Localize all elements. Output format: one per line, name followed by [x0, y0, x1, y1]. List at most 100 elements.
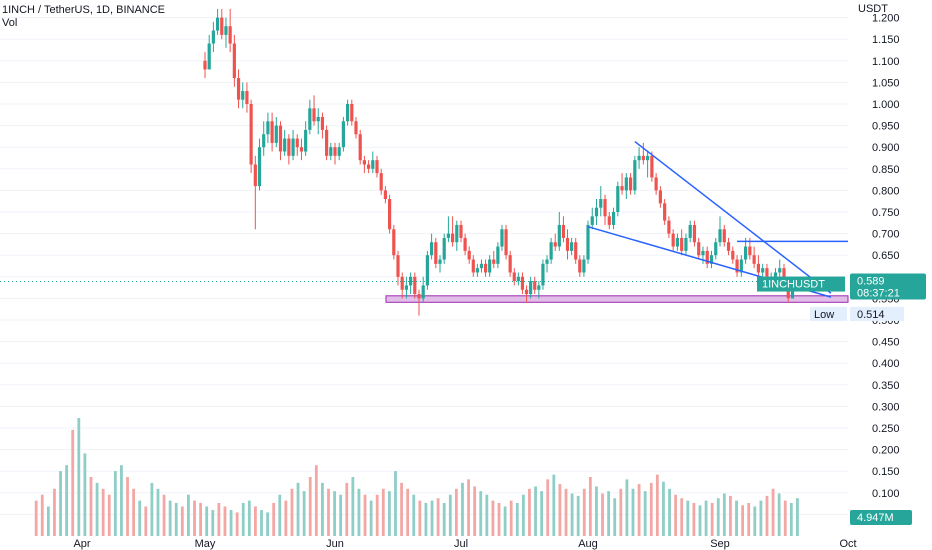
- candle-body: [249, 104, 253, 165]
- volume-bar: [174, 502, 178, 536]
- volume-bar: [272, 502, 276, 536]
- trendlines[interactable]: [0, 140, 848, 298]
- candle-body: [274, 125, 278, 143]
- candle-body: [637, 155, 641, 161]
- candle-body: [553, 242, 557, 247]
- candle-body: [782, 268, 786, 282]
- candle-body: [388, 199, 392, 230]
- volume-bar: [552, 474, 556, 536]
- candle-body: [578, 259, 582, 273]
- candle-body: [362, 160, 366, 165]
- volume-bar: [400, 482, 403, 536]
- candle-body: [262, 134, 266, 148]
- candle-body: [599, 199, 603, 208]
- candle-body: [215, 17, 220, 31]
- candle-body: [220, 17, 224, 35]
- volume-bar: [777, 493, 781, 536]
- candle-body: [430, 242, 434, 256]
- volume-bar: [418, 500, 422, 536]
- volume-bar: [412, 494, 416, 536]
- drawings[interactable]: [385, 295, 849, 303]
- candle-body: [650, 155, 654, 178]
- volume-bar: [351, 477, 355, 536]
- candle-body: [570, 242, 574, 251]
- volume-bar: [95, 482, 99, 536]
- low-value-text: 0.514: [857, 309, 885, 321]
- time-tick-label: Aug: [578, 538, 598, 550]
- candle-body: [504, 229, 508, 256]
- candle-body: [400, 276, 404, 290]
- candle-body: [663, 203, 667, 221]
- candle-body: [471, 259, 475, 273]
- volume-bar: [260, 510, 263, 536]
- candles: [203, 8, 795, 316]
- candle-body: [283, 138, 287, 152]
- price-tick-label: 0.650: [872, 250, 900, 262]
- volume-bars: [34, 418, 799, 536]
- volume-bar: [406, 488, 410, 536]
- volume-bar: [162, 494, 166, 536]
- candle-body: [744, 246, 748, 260]
- grid: [0, 17, 848, 515]
- volume-bar: [448, 494, 452, 536]
- candle-body: [451, 233, 455, 243]
- volume-bar: [662, 481, 665, 536]
- volume-bar: [424, 502, 428, 536]
- volume-bar: [771, 488, 775, 536]
- volume-bar: [649, 482, 653, 536]
- time-axis[interactable]: Apr May Jun Jul Aug Sep Oct: [73, 538, 856, 550]
- candle-body: [266, 121, 270, 135]
- volume-bar: [637, 484, 641, 536]
- candle-body: [739, 259, 743, 273]
- volume-bar: [741, 505, 745, 536]
- candle-body: [211, 30, 215, 44]
- volume-bar: [381, 488, 385, 536]
- candle-body: [722, 229, 726, 243]
- candle-body: [533, 281, 537, 290]
- volume-bar: [107, 494, 111, 536]
- candle-body: [479, 263, 484, 269]
- candle-body: [492, 259, 496, 264]
- time-tick-label: May: [195, 538, 216, 550]
- candle-body: [680, 237, 684, 251]
- volume-bar: [674, 494, 678, 536]
- candle-body: [358, 134, 362, 161]
- candle-body: [761, 268, 765, 273]
- candle-body: [611, 212, 616, 225]
- candle-body: [557, 224, 561, 247]
- volume-bar: [503, 506, 507, 536]
- volume-bar: [588, 477, 592, 536]
- candle-body: [628, 177, 633, 191]
- volume-bar: [247, 500, 251, 536]
- candle-body: [658, 190, 662, 204]
- candle-body: [278, 125, 283, 152]
- volume-bar: [479, 491, 483, 536]
- candle-body: [337, 147, 341, 156]
- countdown-value: 08:37:21: [857, 288, 900, 300]
- volume-bar: [576, 495, 580, 536]
- volume-bar: [747, 502, 751, 536]
- volume-bar: [89, 477, 93, 536]
- volume-bar: [83, 453, 87, 536]
- volume-bar: [314, 465, 318, 536]
- price-tick-label: 0.200: [872, 445, 900, 457]
- candle-body: [245, 91, 249, 104]
- low-label-badge: [810, 306, 847, 321]
- price-tick-label: 0.150: [872, 466, 900, 478]
- candle-body: [446, 233, 450, 238]
- volume-value-badge: [850, 510, 912, 525]
- volume-bar: [485, 494, 489, 536]
- volume-value-text: 4.947M: [857, 512, 894, 524]
- candle-body: [520, 276, 525, 290]
- volume-bar: [442, 502, 446, 536]
- volume-bar: [211, 510, 215, 536]
- candle-body: [574, 242, 578, 260]
- volume-bar: [65, 465, 69, 536]
- candle-body: [633, 160, 637, 191]
- candle-body: [688, 224, 692, 238]
- volume-bar: [753, 506, 757, 536]
- candle-body: [425, 255, 429, 286]
- candle-body: [731, 250, 735, 260]
